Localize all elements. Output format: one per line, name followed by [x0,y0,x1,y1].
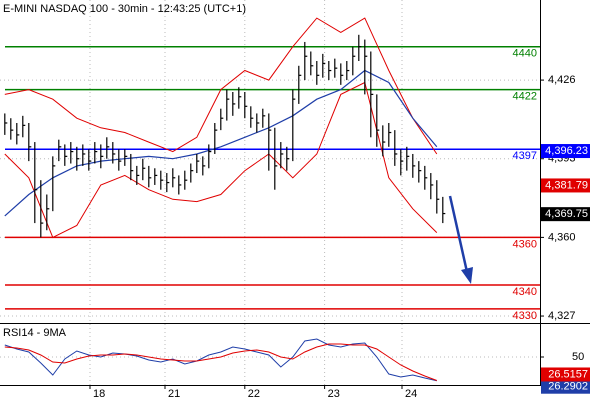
level-label: 4360 [513,238,537,250]
rsi-line [4,343,437,381]
rsi-tag-box [541,367,590,382]
price-tag-box [541,178,590,193]
price-tag: 4,381.79 [545,179,588,191]
rsi-line [4,338,437,382]
level-label: 4440 [513,48,537,60]
x-tick-label: 22 [248,388,260,400]
level-label: 4330 [513,310,537,322]
level-label: 4397 [513,150,537,162]
y-tick-label: 4,360 [548,231,576,243]
rsi-tag-box [541,379,590,394]
rsi-tag: 26.5157 [548,368,588,380]
level-label: 4422 [513,91,537,103]
rsi-title: RSI14 - 9MA [3,327,67,339]
level-label: 4340 [513,286,537,298]
x-tick-label: 24 [405,388,417,400]
arrow-shaft [448,195,469,273]
x-tick-label: 18 [93,388,105,400]
price-tag-box [541,144,590,159]
y-tick-label: 4,426 [548,74,576,86]
chart-title: E-MINI NASDAQ 100 - 30min - 12:43:25 (UT… [3,3,246,15]
price-tag-box [541,207,590,222]
x-tick-label: 21 [168,388,180,400]
y-tick-label: 4,327 [548,310,576,322]
price-tag: 4,369.75 [545,208,588,220]
price-tag: 4,396.23 [545,145,588,157]
rsi-tick-label: 50 [572,351,584,363]
band-upper [4,17,438,155]
x-tick-label: 23 [328,388,340,400]
arrow-head [461,267,473,284]
rsi-tag: 26.2902 [548,381,588,393]
